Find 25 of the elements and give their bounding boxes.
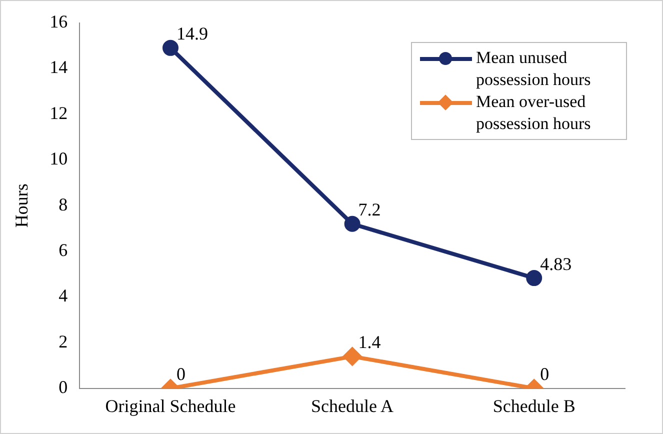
data-label: 7.2: [358, 200, 381, 220]
x-tick-label: Schedule A: [311, 396, 394, 416]
y-axis-title: Hours: [12, 184, 32, 228]
data-label: 14.9: [176, 24, 208, 44]
y-tick-label: 10: [50, 148, 68, 169]
y-tick-label: 4: [58, 286, 68, 306]
point: [343, 347, 362, 366]
legend-label: Mean over-used possession hours: [476, 91, 592, 135]
y-tick-label: 16: [50, 12, 68, 32]
y-tick-label: 12: [50, 102, 68, 123]
y-tick-label: 6: [58, 240, 68, 260]
point: [526, 270, 542, 286]
data-label: 0: [176, 364, 186, 384]
y-tick-label: 0: [58, 377, 68, 398]
data-label: 0: [540, 364, 550, 384]
point: [344, 216, 360, 232]
y-tick-label: 8: [58, 194, 68, 214]
y-tick-label: 2: [58, 331, 68, 352]
data-label: 1.4: [358, 332, 381, 352]
y-tick-label: 14: [50, 57, 68, 78]
x-tick-label: Schedule B: [492, 396, 576, 416]
x-tick-label: Original Schedule: [105, 396, 236, 416]
data-label: 4.83: [540, 254, 572, 274]
point: [162, 40, 178, 56]
legend-label: Mean unused possession hours: [476, 47, 592, 91]
